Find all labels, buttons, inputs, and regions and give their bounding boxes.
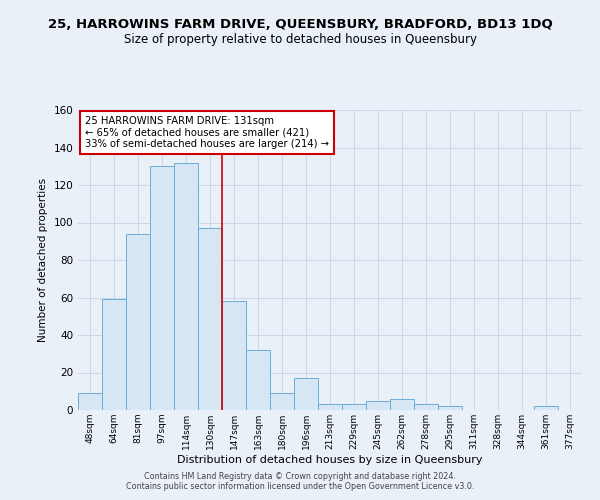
- Bar: [534, 406, 558, 410]
- Text: 25 HARROWINS FARM DRIVE: 131sqm
← 65% of detached houses are smaller (421)
33% o: 25 HARROWINS FARM DRIVE: 131sqm ← 65% of…: [85, 116, 329, 149]
- X-axis label: Distribution of detached houses by size in Queensbury: Distribution of detached houses by size …: [177, 454, 483, 464]
- Text: 25, HARROWINS FARM DRIVE, QUEENSBURY, BRADFORD, BD13 1DQ: 25, HARROWINS FARM DRIVE, QUEENSBURY, BR…: [47, 18, 553, 30]
- Bar: [78, 393, 102, 410]
- Bar: [270, 393, 294, 410]
- Bar: [438, 406, 462, 410]
- Bar: [342, 404, 366, 410]
- Bar: [294, 378, 318, 410]
- Bar: [246, 350, 270, 410]
- Bar: [390, 399, 414, 410]
- Bar: [102, 300, 126, 410]
- Bar: [414, 404, 438, 410]
- Y-axis label: Number of detached properties: Number of detached properties: [38, 178, 48, 342]
- Text: Contains public sector information licensed under the Open Government Licence v3: Contains public sector information licen…: [126, 482, 474, 491]
- Bar: [222, 301, 246, 410]
- Text: Contains HM Land Registry data © Crown copyright and database right 2024.: Contains HM Land Registry data © Crown c…: [144, 472, 456, 481]
- Bar: [174, 162, 198, 410]
- Text: Size of property relative to detached houses in Queensbury: Size of property relative to detached ho…: [124, 32, 476, 46]
- Bar: [198, 228, 222, 410]
- Bar: [150, 166, 174, 410]
- Bar: [126, 234, 150, 410]
- Bar: [318, 404, 342, 410]
- Bar: [366, 400, 390, 410]
